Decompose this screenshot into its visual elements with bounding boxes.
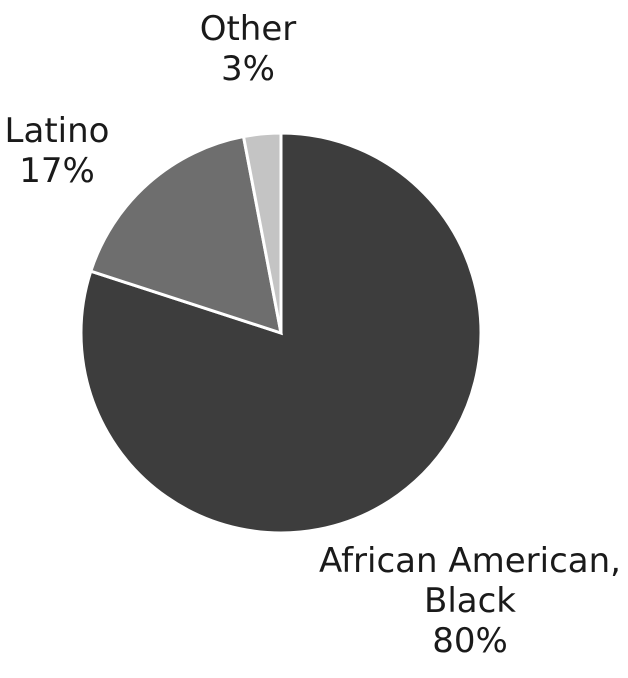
slice-label-latino: Latino xyxy=(5,111,110,151)
slice-label-african-american-black: Black xyxy=(424,581,516,621)
pie-slice-other xyxy=(241,131,283,334)
pie-slices xyxy=(79,131,483,535)
slice-value-other: 3% xyxy=(221,49,275,89)
slice-label-african-american-black: African American, xyxy=(319,541,621,581)
pie-slice-latino xyxy=(88,134,283,336)
slice-value-african-american-black: 80% xyxy=(432,621,508,661)
slice-label-other: Other xyxy=(200,9,297,49)
slice-value-latino: 17% xyxy=(19,151,95,191)
